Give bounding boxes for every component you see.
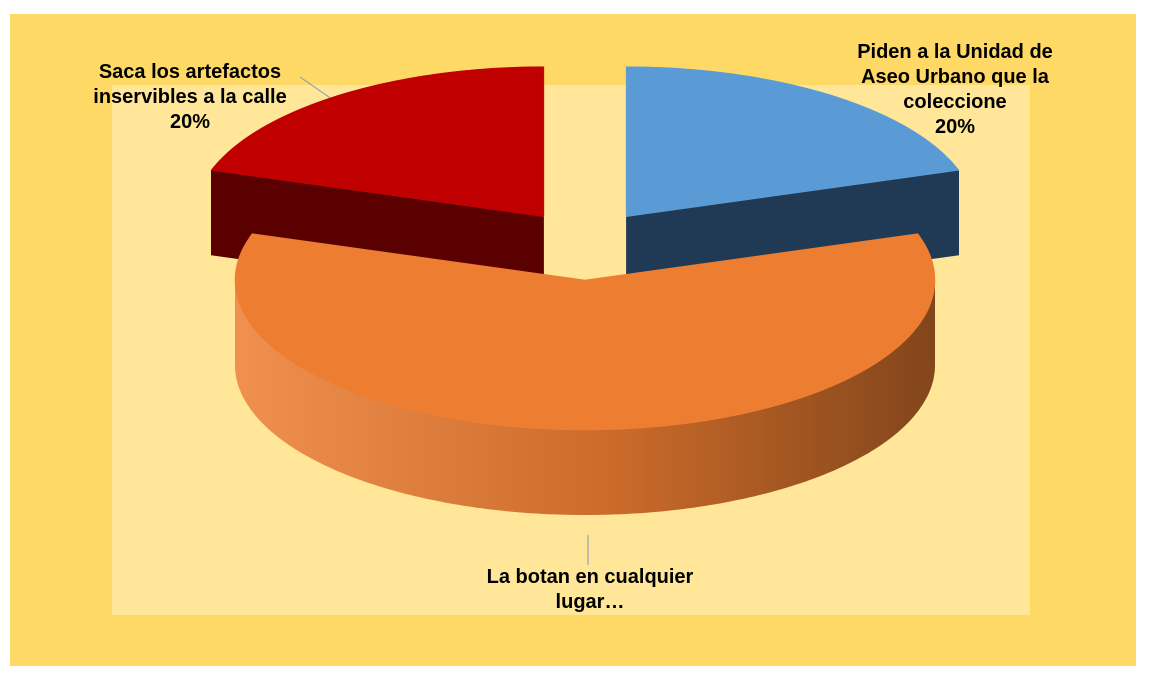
data-label: Piden a la Unidad de Aseo Urbano que la … [835, 40, 1075, 140]
label-category: Saca los artefactos inservibles a la cal… [93, 61, 287, 108]
slice-rim-shade [235, 280, 935, 515]
slice [625, 66, 960, 217]
label-category: Piden a la Unidad de Aseo Urbano que la … [857, 41, 1053, 113]
data-label: La botan en cualquier lugar… [480, 565, 700, 615]
slice [210, 66, 545, 217]
label-value: 20% [934, 116, 976, 138]
label-category: La botan en cualquier lugar… [486, 566, 694, 613]
data-label: Saca los artefactos inservibles a la cal… [80, 60, 300, 135]
label-value: 20% [169, 111, 211, 133]
slice [234, 233, 936, 431]
